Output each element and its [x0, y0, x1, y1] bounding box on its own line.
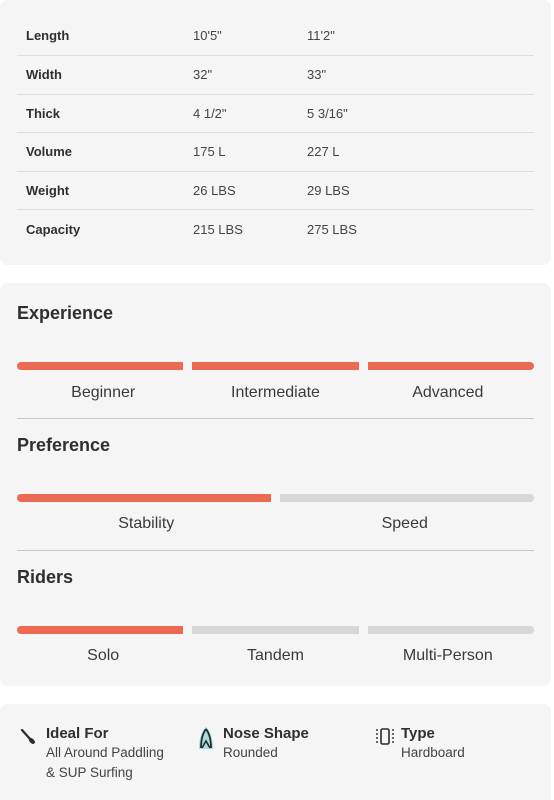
experience-labels: Beginner Intermediate Advanced — [17, 384, 534, 402]
spec-value-model-1: 215 LBS — [193, 221, 243, 237]
preference-label-stability: Stability — [118, 515, 175, 532]
spec-value-model-1: 10'5" — [193, 28, 222, 43]
spec-value-model-2: 227 L — [307, 144, 340, 160]
spec-row-thick: Thick 4 1/2" 5 3/16" — [17, 95, 534, 133]
spec-row-weight: Weight 26 LBS 29 LBS — [17, 172, 534, 210]
spec-label: Volume — [26, 144, 72, 160]
feature-ideal-for: Ideal For All Around Paddling & SUP Surf… — [19, 725, 164, 783]
spec-row-length: Length 10'5" 11'2" — [17, 0, 534, 56]
riders-label-tandem: Tandem — [247, 647, 304, 664]
spec-row-capacity: Capacity 215 LBS 275 LBS — [17, 210, 534, 249]
spec-label: Thick — [26, 105, 60, 121]
spec-row-width: Width 32" 33" — [17, 56, 534, 95]
experience-bar-beginner — [17, 362, 184, 370]
type-value: Hardboard — [401, 745, 465, 760]
experience-bar-advanced — [367, 362, 534, 370]
riders-bar-tandem — [192, 626, 359, 634]
preference-bar-stability — [17, 494, 271, 502]
riders-labels: Solo Tandem Multi-Person — [17, 647, 534, 665]
preference-labels: Stability Speed — [17, 515, 534, 533]
feature-type: Type Hardboard — [374, 725, 465, 763]
riders-label-multi-person: Multi-Person — [402, 647, 493, 664]
spec-value-model-2: 29 LBS — [307, 182, 350, 198]
spec-value-model-1: 4 1/2" — [193, 105, 227, 121]
riders-title: Riders — [17, 567, 74, 587]
riders-label-solo: Solo — [87, 647, 120, 664]
spec-value-model-2: 275 LBS — [307, 221, 357, 237]
experience-label-intermediate: Intermediate — [231, 384, 320, 401]
ideal-for-line-1: All Around Paddling — [46, 745, 164, 760]
riders-bar-multi-person — [367, 626, 534, 634]
spec-label: Length — [26, 28, 70, 43]
experience-bars — [17, 362, 534, 370]
riders-bar-solo — [17, 626, 184, 634]
preference-title: Preference — [17, 435, 111, 455]
spec-label: Width — [26, 67, 62, 83]
spec-row-volume: Volume 175 L 227 L — [17, 133, 534, 172]
ideal-for-line-2: & SUP Surfing — [46, 765, 133, 780]
spec-value-model-1: 26 LBS — [193, 182, 236, 198]
preference-label-speed: Speed — [381, 515, 428, 532]
divider — [17, 550, 534, 551]
experience-title: Experience — [17, 303, 114, 323]
ideal-for-title: Ideal For — [46, 725, 109, 742]
features-card: Ideal For All Around Paddling & SUP Surf… — [0, 704, 551, 800]
paddle-icon — [19, 726, 39, 748]
preference-bars — [17, 494, 534, 502]
board-nose-icon — [196, 726, 216, 749]
spec-value-model-2: 33" — [307, 67, 327, 83]
type-title: Type — [401, 725, 435, 742]
spec-value-model-2: 5 3/16" — [307, 105, 348, 121]
nose-shape-title: Nose Shape — [223, 725, 309, 742]
experience-label-beginner: Beginner — [71, 384, 136, 401]
riders-bars — [17, 626, 534, 634]
feature-nose-shape: Nose Shape Rounded — [196, 725, 309, 763]
specs-table: Length 10'5" 11'2" Width 32" 33" Thick 4… — [0, 0, 551, 265]
spec-value-model-1: 175 L — [193, 144, 226, 160]
experience-bar-intermediate — [192, 362, 359, 370]
board-type-icon — [374, 726, 394, 748]
preference-bar-speed — [280, 494, 534, 502]
rating-card: Experience Beginner Intermediate Advance… — [0, 283, 551, 686]
divider — [17, 418, 534, 419]
spec-value-model-1: 32" — [193, 67, 213, 83]
spec-value-model-2: 11'2" — [307, 28, 335, 43]
experience-label-advanced: Advanced — [412, 384, 484, 401]
nose-shape-value: Rounded — [223, 745, 278, 760]
spec-label: Weight — [26, 182, 70, 198]
spec-label: Capacity — [26, 221, 81, 237]
